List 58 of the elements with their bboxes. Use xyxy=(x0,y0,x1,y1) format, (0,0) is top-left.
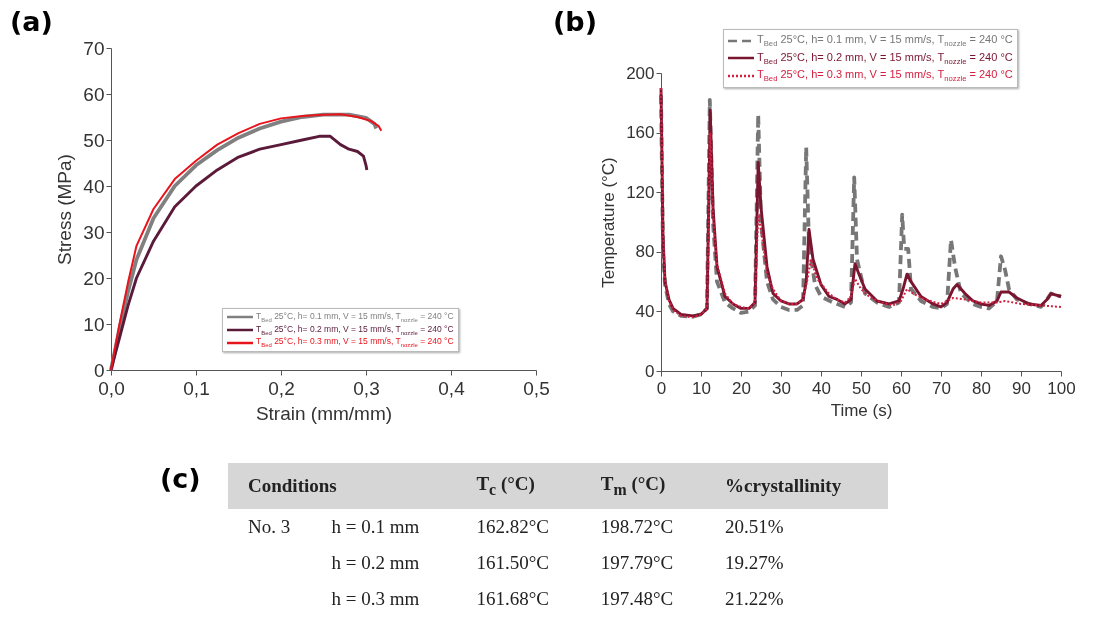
y-tick-label: 70 xyxy=(83,37,105,59)
legend-label: T$_{Bed}$ 25°C, h= 0.1 mm, V = 15 mm/s, T$_{nozzle}$ = 240 °C xyxy=(256,311,454,324)
x-tick-label: 0,4 xyxy=(438,377,466,399)
y-tick-label: 40 xyxy=(635,301,655,321)
x-tick-label: 80 xyxy=(972,378,991,398)
x-tick-label: 40 xyxy=(812,378,831,398)
text: h = 0.2 mm xyxy=(331,551,420,573)
legend-label: T$_{Bed}$ 25°C, h= 0.3 mm, V = 15 mm/s, T$_{nozzle}$ = 240 °C xyxy=(757,67,1013,85)
legend-label: T$_{Bed}$ 25°C, h= 0.2 mm, V = 15 mm/s, T$_{nozzle}$ = 240 °C xyxy=(757,49,1013,68)
y-tick-label: 20 xyxy=(83,267,105,289)
text: 21.22% xyxy=(725,587,784,609)
x-tick-label: 0,2 xyxy=(268,377,295,399)
y-tick-label: 30 xyxy=(83,221,105,243)
y-tick-label: 60 xyxy=(83,83,105,105)
y-tick-label: 10 xyxy=(83,313,105,335)
y-tick-label: 50 xyxy=(83,129,105,151)
text: 162.82°C xyxy=(476,515,549,537)
x-tick-label: 90 xyxy=(1012,378,1031,398)
chart-title: (b) xyxy=(553,6,598,37)
text: 19.27% xyxy=(725,551,784,573)
text: 197.79°C xyxy=(600,551,674,573)
category-label: Conditions xyxy=(228,463,457,509)
y-tick-label: 200 xyxy=(626,63,655,83)
x-tick-label: 70 xyxy=(932,378,951,398)
x-tick-label: 20 xyxy=(732,378,751,398)
text: h = 0.1 mm xyxy=(331,515,420,537)
category-label: %crystallinity xyxy=(705,463,888,509)
text: 161.50°C xyxy=(476,551,549,573)
text: h = 0.3 mm xyxy=(331,587,420,609)
category-label: T$_{c}$ (°C) xyxy=(456,463,581,509)
y-tick-label: 160 xyxy=(626,123,655,143)
x-tick-label: 0,5 xyxy=(523,377,550,399)
x-axis-title: Time (s) xyxy=(830,400,893,420)
y-tick-label: 0 xyxy=(645,361,655,381)
chart-title: (a) xyxy=(10,6,53,37)
x-tick-label: 30 xyxy=(772,378,791,398)
x-tick-label: 100 xyxy=(1047,378,1076,398)
text: (c) xyxy=(160,463,201,494)
y-tick-label: 40 xyxy=(83,175,105,197)
legend-label: T$_{Bed}$ 25°C, h= 0.3 mm, V = 15 mm/s, T$_{nozzle}$ = 240 °C xyxy=(256,336,454,350)
y-tick-label: 80 xyxy=(635,242,655,262)
y-axis-title: Temperature (°C) xyxy=(599,157,619,288)
category-label: T$_{m}$ (°C) xyxy=(580,463,706,509)
y-axis-title: Stress (MPa) xyxy=(54,154,76,265)
x-tick-label: 10 xyxy=(692,378,711,398)
x-axis-title: Strain (mm/mm) xyxy=(255,402,393,424)
legend-label: T$_{Bed}$ 25°C, h= 0.2 mm, V = 15 mm/s, T$_{nozzle}$ = 240 °C xyxy=(256,323,454,337)
x-tick-label: 50 xyxy=(852,378,871,398)
x-tick-label: 60 xyxy=(892,378,911,398)
legend-label: T$_{Bed}$ 25°C, h= 0.1 mm, V = 15 mm/s, T$_{nozzle}$ = 240 °C xyxy=(757,32,1013,50)
text: No. 3 xyxy=(248,515,291,537)
text: 198.72°C xyxy=(600,515,674,537)
text: 197.48°C xyxy=(600,587,674,609)
text: 20.51% xyxy=(725,515,784,537)
x-tick-label: 0,3 xyxy=(353,377,380,399)
text: 161.68°C xyxy=(476,587,549,609)
y-tick-label: 120 xyxy=(626,182,655,202)
x-tick-label: 0,1 xyxy=(183,377,210,399)
